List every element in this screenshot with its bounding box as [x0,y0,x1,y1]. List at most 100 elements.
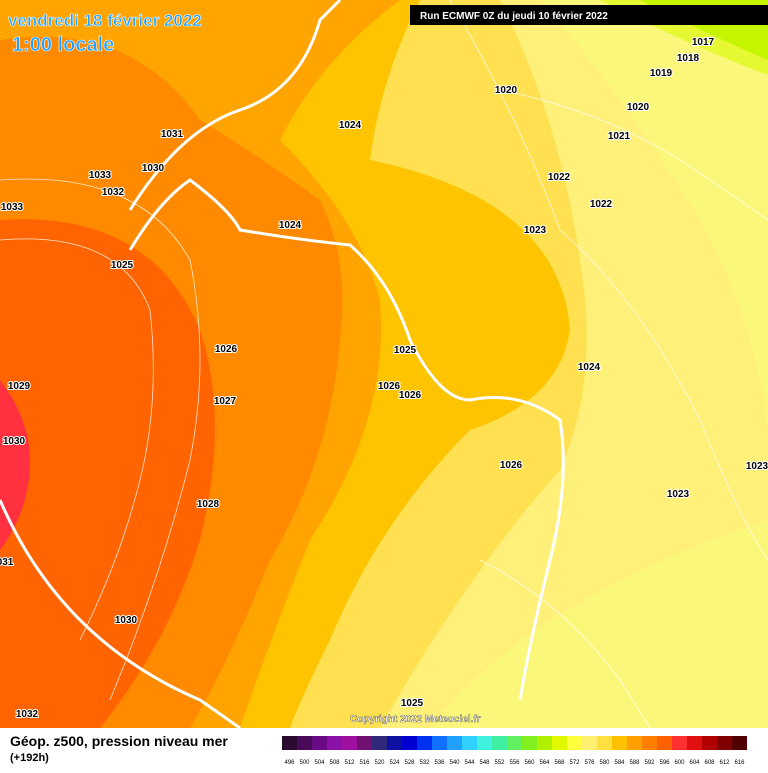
run-label: Run ECMWF 0Z du jeudi 10 février 2022 [420,11,608,22]
legend-swatch [567,736,582,750]
isobar-label: 1023 [524,225,547,236]
legend-swatch [417,736,432,750]
legend-swatch [687,736,702,750]
legend-label: 520 [374,760,385,766]
isobar-label: 1025 [394,345,417,356]
legend-swatch [402,736,417,750]
isobar-label: 1033 [89,170,112,181]
isobar-line [128,178,565,701]
legend-swatch [657,736,672,750]
isobar-label: 1025 [111,260,134,271]
legend-swatch [582,736,597,750]
isobar-label: 1026 [378,381,401,392]
isobar-label: 1030 [3,436,26,447]
main-isobars [128,0,565,701]
caption-lead: (+192h) [10,752,49,764]
isobar-label: 1030 [142,163,165,174]
isobar-label: 1019 [650,68,673,79]
isobar-label: 1018 [677,53,700,64]
legend-swatch [492,736,507,750]
legend-swatch [282,736,297,750]
legend-swatch [672,736,687,750]
isobar-label: 031 [0,557,14,568]
legend-label: 540 [449,760,460,766]
legend-label: 576 [584,760,595,766]
legend-swatch [552,736,567,750]
legend-swatch [312,736,327,750]
legend-label: 580 [599,760,610,766]
legend-swatch [507,736,522,750]
color-legend: 496 500 504 508 512 516 520 524 528 532 536 540 544 5… [282,736,747,766]
thin-isobars [0,0,768,729]
legend-swatch [642,736,657,750]
legend-label: 536 [434,760,445,766]
legend-label: 600 [674,760,685,766]
isobar-label: 1020 [627,102,650,113]
legend-swatch [522,736,537,750]
legend-swatch [357,736,372,750]
legend-label: 524 [389,760,400,766]
isobar-label: 1025 [401,698,424,709]
isobar-label: 1024 [279,220,302,231]
legend-swatch [432,736,447,750]
legend-label: 528 [404,760,415,766]
isobar-label: 1028 [197,499,220,510]
isobar-label: 1021 [608,131,631,142]
legend-label: 552 [494,760,505,766]
legend-swatch [372,736,387,750]
map-title: vendredi 18 février 2022 [8,11,202,30]
isobar-label: 1032 [16,709,39,720]
legend-swatch [717,736,732,750]
legend-swatch [462,736,477,750]
isobar-label: 1017 [692,37,715,48]
isobar-label: 1022 [548,172,571,183]
isobar-label: 1031 [161,129,184,140]
legend-label: 568 [554,760,565,766]
legend-label: 496 [284,760,295,766]
legend-swatch [387,736,402,750]
isobar-label: 1030 [115,615,138,626]
map-subtitle: 1:00 locale [12,34,114,56]
legend-label: 592 [644,760,655,766]
legend-swatch [627,736,642,750]
legend-swatch [537,736,552,750]
legend-swatch [447,736,462,750]
isobar-label: 1026 [399,390,422,401]
legend-swatch [702,736,717,750]
legend-label: 584 [614,760,625,766]
legend-label: 588 [629,760,640,766]
legend-label: 604 [689,760,700,766]
band-600 [0,219,215,728]
band-604 [0,380,30,550]
isobar-label: 1020 [495,85,518,96]
legend-label: 500 [299,760,310,766]
legend-swatch [327,736,342,750]
legend-swatch [342,736,357,750]
run-bar [410,5,768,25]
isobar-label: 1032 [102,187,125,198]
legend-label: 532 [419,760,430,766]
legend-label: 560 [524,760,535,766]
isobar-label: 1024 [339,120,362,131]
legend-label: 616 [734,760,745,766]
isobar-label: 1026 [215,344,238,355]
legend-label: 548 [479,760,490,766]
isobar-label: 1022 [590,199,613,210]
legend-swatch [597,736,612,750]
legend-swatch [732,736,747,750]
isobar-label: 1027 [214,396,237,407]
legend-label: 544 [464,760,475,766]
legend-label: 504 [314,760,325,766]
legend-label: 512 [344,760,355,766]
legend-swatch [297,736,312,750]
legend-label: 516 [359,760,370,766]
legend-label: 564 [539,760,550,766]
isobar-label: 1023 [667,489,690,500]
legend-label: 508 [329,760,340,766]
isobar-label: 1023 [746,461,768,472]
isobar-line [128,0,342,211]
legend-label: 608 [704,760,715,766]
isobar-label: 1029 [8,381,31,392]
legend-label: 612 [719,760,730,766]
isobar-label: 1026 [500,460,523,471]
